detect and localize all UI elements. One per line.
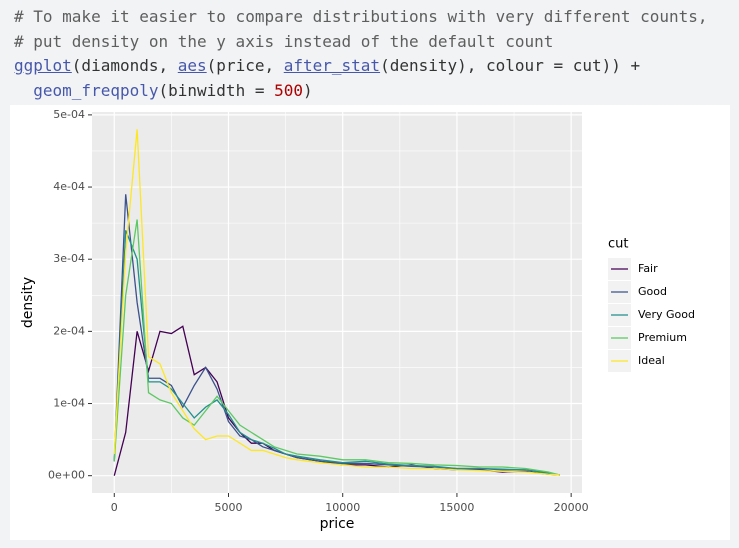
code-token: ): [303, 80, 313, 100]
x-tick-label: 10000: [325, 501, 360, 514]
code-token: (binwidth =: [158, 80, 275, 100]
x-tick-label: 20000: [554, 501, 589, 514]
code-token: geom_freqpoly: [14, 80, 159, 100]
x-tick-label: 15000: [439, 501, 474, 514]
y-tick-label: 4e-04: [53, 180, 85, 193]
legend-label: Fair: [638, 262, 658, 275]
x-tick-label: 5000: [214, 501, 242, 514]
code-line: geom_freqpoly(binwidth = 500): [14, 79, 708, 104]
series-line: [113, 219, 560, 476]
code-link[interactable]: aes: [177, 56, 207, 75]
code-block: # To make it easier to compare distribut…: [14, 5, 708, 103]
legend-title: cut: [608, 237, 628, 252]
code-token: (density), colour = cut)) +: [380, 56, 641, 75]
code-line: ggplot(diamonds, aes(price, after_stat(d…: [14, 54, 708, 79]
code-token: # To make it easier to compare distribut…: [14, 7, 708, 26]
code-token: (diamonds,: [71, 56, 178, 75]
y-tick-label: 0e+00: [48, 469, 85, 482]
legend-label: Ideal: [638, 354, 665, 367]
y-tick-label: 5e-04: [53, 108, 85, 121]
code-line: # put density on the y axis instead of t…: [14, 30, 708, 55]
code-token: # put density on the y axis instead of t…: [14, 31, 554, 51]
code-link[interactable]: after_stat: [283, 56, 381, 75]
code-token: (price,: [206, 56, 284, 75]
legend-label: Premium: [638, 331, 687, 344]
plot-panel: [92, 112, 582, 493]
y-axis-label: density: [20, 277, 36, 328]
x-axis-label: price: [320, 516, 355, 532]
y-tick-label: 3e-04: [53, 252, 85, 265]
x-tick-label: 0: [111, 501, 118, 514]
y-tick-label: 2e-04: [53, 324, 85, 337]
code-token: 500: [274, 80, 303, 100]
y-tick-label: 1e-04: [53, 397, 85, 410]
code-line: # To make it easier to compare distribut…: [14, 5, 708, 30]
series-line: [113, 129, 560, 476]
code-link[interactable]: ggplot: [14, 56, 72, 75]
series-line: [113, 230, 560, 476]
legend-label: Very Good: [638, 308, 695, 321]
legend-label: Good: [638, 285, 667, 298]
